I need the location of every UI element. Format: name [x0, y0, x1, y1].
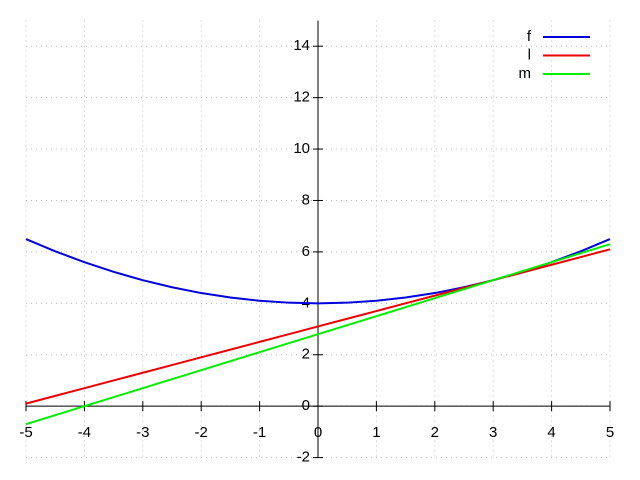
legend-label: f: [527, 28, 532, 45]
x-tick-label: -2: [195, 424, 208, 441]
x-tick-label: 3: [489, 424, 497, 441]
x-tick-label: 2: [431, 424, 439, 441]
x-tick-label: 1: [372, 424, 380, 441]
x-tick-label: -3: [136, 424, 149, 441]
y-tick-label: 12: [293, 89, 310, 106]
x-tick-label: 5: [606, 424, 614, 441]
y-tick-label: 0: [302, 397, 310, 414]
x-tick-label: -1: [253, 424, 266, 441]
x-tick-label: -5: [19, 424, 32, 441]
y-tick-label: 10: [293, 140, 310, 157]
legend-label: m: [519, 65, 532, 82]
y-tick-label: 6: [302, 243, 310, 260]
x-tick-label: -4: [78, 424, 91, 441]
legend-label: l: [528, 46, 531, 63]
y-tick-label: 8: [302, 191, 310, 208]
y-tick-label: 2: [302, 346, 310, 363]
y-tick-label: 14: [293, 37, 310, 54]
x-tick-label: 0: [314, 424, 322, 441]
x-tick-label: 4: [547, 424, 555, 441]
y-tick-label: -2: [297, 449, 310, 466]
line-series: [25, 243, 611, 426]
